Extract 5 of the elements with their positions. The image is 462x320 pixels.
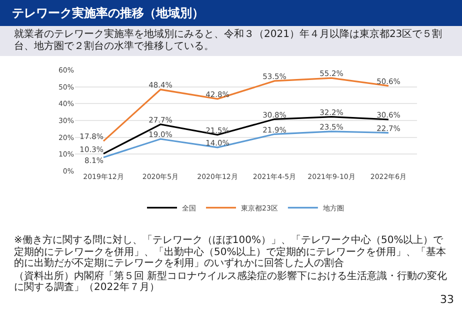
- text: ※働き方に関する問に対し、「テレワーク（ほぼ100%）」、「テレワーク中心（50%以上）で定期的にテレワークを併用」、「出勤中心（50%以上）で定期的にテレワークを併用」、「基本的に出勤だが不定期にテレワークを利用」のいずれかに回答した人の割合: [14, 235, 448, 270]
- text: 33: [440, 293, 454, 306]
- chart-title: テレワーク実施率の推移（地域別）: [0, 0, 462, 26]
- text: （資料出所）内閣府「第５回 新型コロナウイルス感染症の影響下における生活意識・行動の変化に関する調査」（2022年７月）: [14, 270, 448, 294]
- chart-subtitle: 就業者のテレワーク実施率を地域別にみると、令和３（2021）年４月以降は東京都23区で５割台、地方圏で２割台の水準で推移している。: [0, 26, 462, 56]
